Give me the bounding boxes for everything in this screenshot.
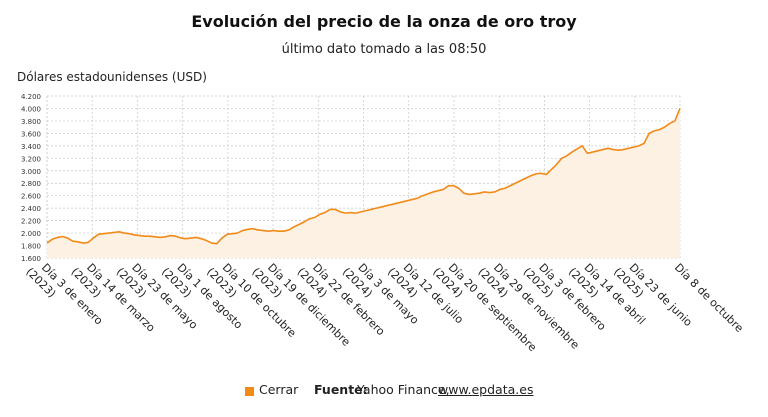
price-line — [46, 108, 681, 245]
y-axis-label: Dólares estadounidenses (USD) — [17, 70, 207, 84]
y-tick-label: 3.400 — [21, 143, 41, 151]
chart-subtitle: último dato tomado a las 08:50 — [281, 42, 487, 57]
chart-title: Evolución del precio de la onza de oro t… — [191, 12, 577, 31]
x-axis-ticks: Día 3 de enero(2023) Día 14 de marzo(2023… — [23, 261, 746, 354]
y-tick-label: 2.600 — [21, 193, 41, 201]
legend-marker — [245, 387, 254, 396]
y-tick-label: 3.200 — [21, 155, 41, 163]
legend-label: Cerrar — [259, 382, 299, 397]
price-area — [47, 108, 680, 259]
gold-price-chart: 1.600 1.800 2.000 2.200 2.400 2.600 2.800 3.000… — [21, 93, 746, 354]
y-tick-label: 2.200 — [21, 218, 41, 226]
source-link[interactable]: www.epdata.es — [438, 382, 534, 397]
y-tick-label: 2.400 — [21, 205, 41, 213]
y-tick-label: 1.600 — [21, 255, 41, 263]
y-tick-label: 3.600 — [21, 130, 41, 138]
y-tick-label: 4.200 — [21, 93, 41, 101]
source-label: Fuente: — [314, 382, 368, 397]
y-tick-label: 2.000 — [21, 230, 41, 238]
y-tick-label: 4.000 — [21, 105, 41, 113]
y-tick-label: 2.800 — [21, 180, 41, 188]
source-name: Yahoo Finance, — [357, 382, 450, 397]
y-tick-label: 1.800 — [21, 243, 41, 251]
y-axis-ticks: 1.600 1.800 2.000 2.200 2.400 2.600 2.800 3.000… — [21, 93, 41, 263]
y-tick-label: 3.800 — [21, 118, 41, 126]
y-tick-label: 3.000 — [21, 168, 41, 176]
